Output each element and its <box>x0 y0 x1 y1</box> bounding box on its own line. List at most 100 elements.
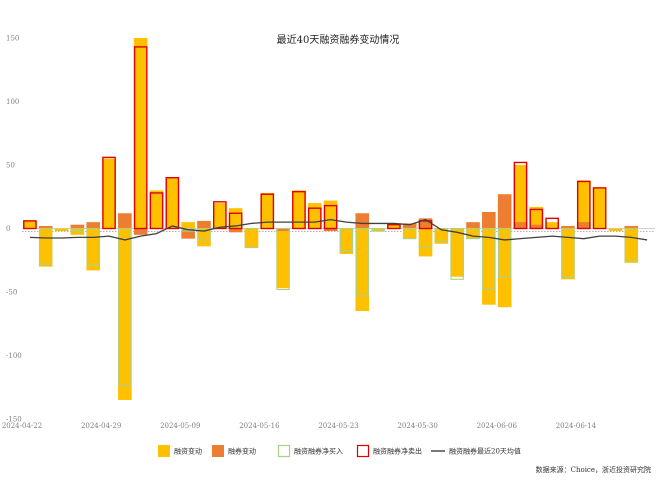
outline-bar-融资融券净买入 <box>339 227 354 252</box>
bar-融资变动 <box>434 228 449 244</box>
bar-融券变动 <box>466 222 480 229</box>
outline-bar-融资融券净卖出 <box>228 212 243 230</box>
outline-bar-融资融券净卖出 <box>260 193 275 230</box>
bar-融资变动 <box>54 228 69 232</box>
x-tick-label: 2024-04-22 <box>2 422 42 430</box>
bar-融券变动 <box>181 228 195 239</box>
bar-融券变动 <box>529 224 544 229</box>
outline-bar-融资融券净买入 <box>466 227 480 240</box>
bar-融资变动 <box>545 222 559 229</box>
bar-融资变动 <box>418 228 433 257</box>
outline-bar-融资融券净卖出 <box>133 46 148 230</box>
bar-融资变动 <box>561 228 575 280</box>
bar-融资变动 <box>244 228 259 248</box>
bar-融资变动 <box>513 165 528 229</box>
x-tick-label: 2024-05-23 <box>318 422 358 430</box>
chart-title: 最近40天融资融券变动情况 <box>277 33 400 46</box>
x-tick-label: 2024-05-30 <box>397 422 437 430</box>
bar-融券变动 <box>133 228 148 235</box>
bar-融资变动 <box>292 190 306 229</box>
legend-swatch <box>212 445 224 457</box>
outline-bar-融资融券净卖出 <box>545 217 559 230</box>
outline-bar-融资融券净买入 <box>434 227 449 242</box>
bar-融资变动 <box>165 177 180 229</box>
bar-融资变动 <box>339 228 354 254</box>
outline-bar-融资融券净卖出 <box>576 180 591 230</box>
x-axis: 2024-04-22 2024-04-29 2024-05-09 2024-05-16… <box>2 422 597 430</box>
bar-融资变动 <box>608 228 623 232</box>
bar-融券变动 <box>38 225 53 229</box>
y-tick-label: 0 <box>6 225 10 233</box>
outline-bar-融资融券净买入 <box>244 227 259 249</box>
x-tick-label: 2024-04-29 <box>81 422 121 430</box>
outline-bars-layer <box>23 46 638 386</box>
y-tick-label: -100 <box>6 352 22 360</box>
bar-融资变动 <box>323 200 338 229</box>
bar-融资变动 <box>576 180 591 229</box>
outline-bar-融资融券净卖出 <box>165 176 180 230</box>
legend-label: 融资融券净卖出 <box>373 447 422 456</box>
outline-bar-融资融券净买入 <box>70 227 85 232</box>
bar-融资变动 <box>387 223 401 229</box>
average-line-layer <box>29 218 648 241</box>
outline-bar-融资融券净卖出 <box>513 161 528 230</box>
bar-融资变动 <box>371 228 385 232</box>
bar-融券变动 <box>323 228 338 232</box>
legend-label: 融券变动 <box>228 447 256 456</box>
outline-bar-融资融券净买入 <box>197 227 211 241</box>
bar-融资变动 <box>133 38 148 229</box>
outline-bar-融资融券净卖出 <box>387 223 401 230</box>
bar-融券变动 <box>561 225 575 229</box>
outline-bar-融资融券净卖出 <box>102 156 116 230</box>
bar-融券变动 <box>276 228 290 232</box>
y-tick-label: 150 <box>6 35 19 43</box>
bar-融资变动 <box>355 228 370 312</box>
outline-bar-融资融券净买入 <box>39 227 53 265</box>
outline-bar-融资融券净买入 <box>355 227 369 297</box>
outline-bar-融资融券净卖出 <box>292 190 306 230</box>
y-tick-label: -50 <box>6 289 17 297</box>
bar-融券变动 <box>482 211 496 229</box>
bar-融券变动 <box>197 220 211 229</box>
bar-融券变动 <box>624 225 639 229</box>
legend: 融资变动 融券变动 融资融券净买入 融资融券净卖出 融资融券最近20天均值 <box>158 444 521 458</box>
outline-bar-融资融券净卖出 <box>529 208 544 230</box>
bar-融资变动 <box>86 228 101 271</box>
y-tick-label: 50 <box>6 162 15 170</box>
outline-bar-融资融券净卖出 <box>307 207 322 230</box>
bar-融券变动 <box>418 218 433 229</box>
outline-bar-融资融券净买入 <box>561 227 575 278</box>
bar-融券变动 <box>497 194 512 229</box>
bar-融资变动 <box>260 192 275 229</box>
bar-融资变动 <box>276 228 290 289</box>
bar-融资变动 <box>118 228 132 400</box>
legend-swatch <box>277 444 291 458</box>
source-note: 数据来源：Choice，浙近投资研究院 <box>536 465 651 474</box>
line-融资融券最近20天均值 <box>29 218 648 241</box>
bar-融券变动 <box>576 222 591 229</box>
bar-融资变动 <box>307 203 322 229</box>
outline-bar-融资融券净买入 <box>450 227 464 280</box>
outline-bar-融资融券净买入 <box>624 227 638 261</box>
bar-融资变动 <box>529 206 544 229</box>
outline-bar-融资融券净卖出 <box>212 201 227 230</box>
outline-bar-融资融券净卖出 <box>23 220 37 230</box>
outline-bar-融资融券净买入 <box>497 227 512 278</box>
bar-融资变动 <box>181 222 195 229</box>
legend-label: 融资融券最近20天均值 <box>449 447 521 456</box>
outline-bar-融资融券净买入 <box>403 227 417 240</box>
outline-bar-融资融券净买入 <box>86 227 100 266</box>
bar-融资变动 <box>38 228 53 267</box>
bar-融资变动 <box>102 158 116 229</box>
bar-融券变动 <box>70 224 85 229</box>
outline-bar-融资融券净买入 <box>276 227 290 291</box>
outline-bar-融资融券净卖出 <box>323 204 338 230</box>
bar-融资变动 <box>450 228 464 277</box>
bar-融券变动 <box>118 213 132 229</box>
outline-bar-融资融券净卖出 <box>418 220 433 230</box>
bar-融资变动 <box>624 228 639 263</box>
bar-融资变动 <box>23 220 37 229</box>
bar-融资变动 <box>197 228 211 247</box>
